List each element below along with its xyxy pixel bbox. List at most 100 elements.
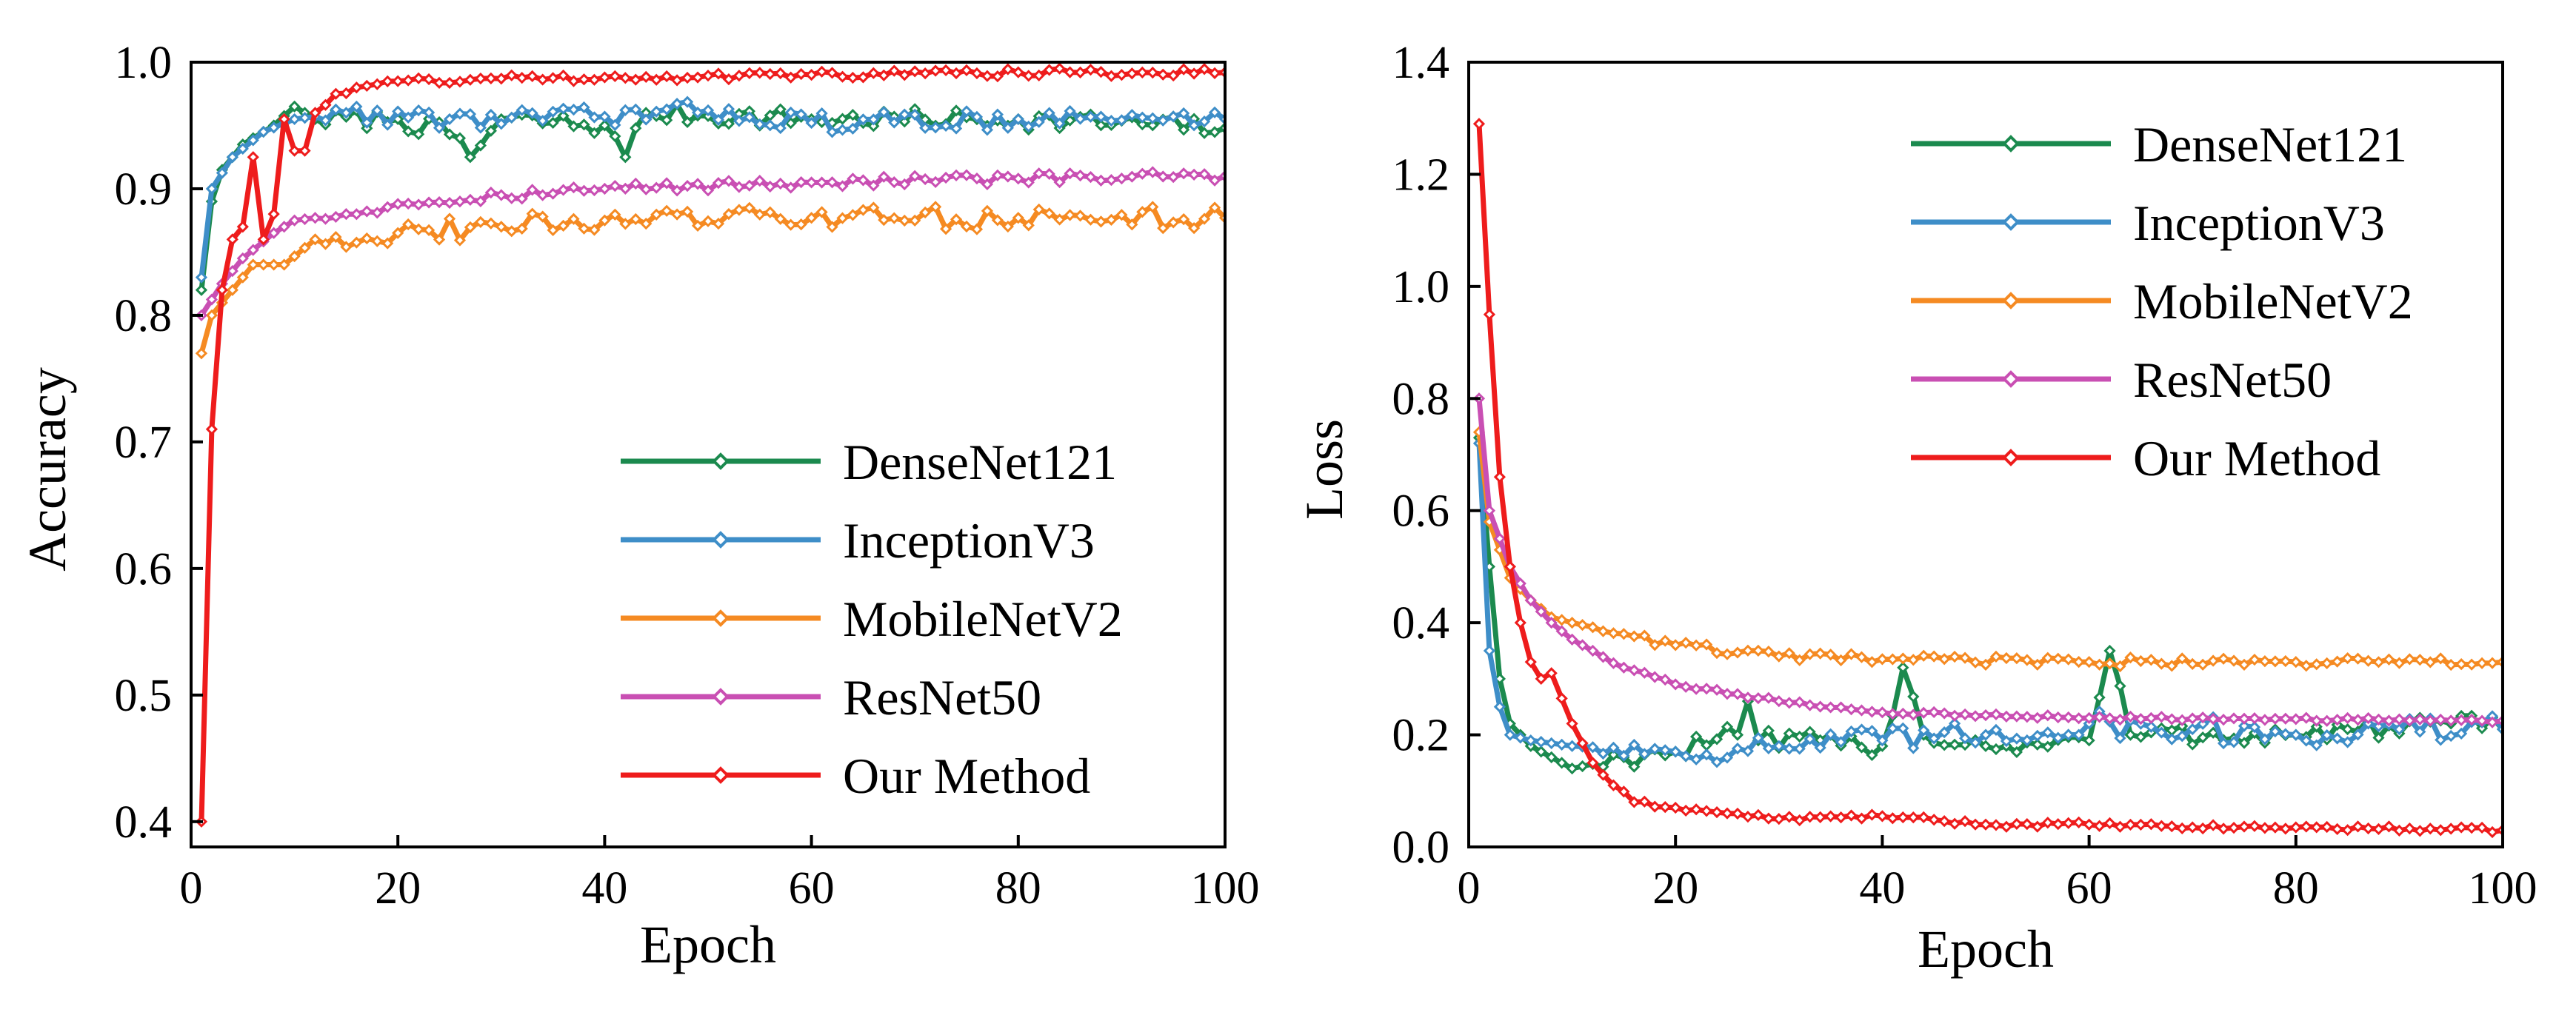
data-point-inceptionv3 xyxy=(1886,722,1899,734)
data-point-inceptionv3 xyxy=(578,101,590,114)
data-point-inceptionv3 xyxy=(2166,733,2178,746)
data-point-inceptionv3 xyxy=(857,113,870,126)
legend-marker-mobilenetv2 xyxy=(712,609,730,627)
loss-legend: DenseNet121 InceptionV3 MobileNetV2 ResNet5… xyxy=(1911,116,2413,486)
data-point-resnet50 xyxy=(1095,174,1107,187)
data-point-inceptionv3 xyxy=(1669,746,1682,758)
data-point-mobilenetv2 xyxy=(371,235,384,247)
x-tick-label: 20 xyxy=(375,863,421,914)
data-point-our-method xyxy=(2383,820,2395,833)
data-point-our-method xyxy=(288,144,301,157)
legend-item-densenet121: DenseNet121 xyxy=(1911,116,2407,172)
data-point-mobilenetv2 xyxy=(960,220,973,233)
x-tick-label: 60 xyxy=(2066,863,2112,914)
data-point-resnet50 xyxy=(2227,712,2240,725)
legend-label-resnet50: ResNet50 xyxy=(843,669,1041,726)
data-point-resnet50 xyxy=(1700,683,1713,695)
data-point-our-method xyxy=(1053,62,1066,75)
data-point-resnet50 xyxy=(1208,174,1221,187)
data-point-inceptionv3 xyxy=(950,122,963,135)
data-point-mobilenetv2 xyxy=(2114,660,2126,673)
series-mobilenetv2 xyxy=(1472,426,2503,673)
accuracy-legend: DenseNet121 InceptionV3 MobileNetV2 ResNet5… xyxy=(621,434,1123,804)
data-point-mobilenetv2 xyxy=(743,201,755,214)
legend-item-our-method: Our Method xyxy=(1911,430,2380,486)
data-point-inceptionv3 xyxy=(1721,751,1734,764)
data-point-mobilenetv2 xyxy=(1053,213,1066,226)
data-point-our-method xyxy=(867,67,880,79)
data-point-our-method xyxy=(2217,823,2230,835)
data-point-mobilenetv2 xyxy=(619,218,632,230)
data-point-resnet50 xyxy=(2269,712,2282,725)
data-point-mobilenetv2 xyxy=(1157,221,1169,235)
data-point-inceptionv3 xyxy=(609,118,621,131)
data-point-mobilenetv2 xyxy=(2445,658,2457,671)
data-point-our-method xyxy=(1618,785,1630,798)
data-point-resnet50 xyxy=(2475,714,2489,727)
data-point-resnet50 xyxy=(1897,707,1909,720)
data-point-inceptionv3 xyxy=(929,121,942,134)
data-point-mobilenetv2 xyxy=(298,241,311,254)
data-point-mobilenetv2 xyxy=(701,215,715,227)
data-point-our-method xyxy=(1198,63,1211,76)
data-point-resnet50 xyxy=(650,181,663,194)
data-point-inceptionv3 xyxy=(764,119,776,132)
data-point-mobilenetv2 xyxy=(2135,654,2147,668)
data-point-inceptionv3 xyxy=(1824,728,1837,740)
data-point-resnet50 xyxy=(278,221,290,233)
data-point-our-method xyxy=(1105,70,1118,82)
data-point-resnet50 xyxy=(1680,680,1692,693)
data-point-resnet50 xyxy=(2424,714,2437,727)
data-point-mobilenetv2 xyxy=(495,221,507,233)
data-point-inceptionv3 xyxy=(1147,112,1159,124)
data-point-densenet121 xyxy=(619,151,632,164)
data-point-our-method xyxy=(2403,822,2416,835)
data-point-mobilenetv2 xyxy=(257,258,270,271)
data-point-our-method xyxy=(267,208,280,221)
data-point-resnet50 xyxy=(815,176,828,189)
data-point-inceptionv3 xyxy=(970,110,984,123)
data-point-our-method xyxy=(1700,805,1713,817)
data-point-densenet121 xyxy=(681,115,694,128)
data-point-resnet50 xyxy=(1731,688,1744,700)
data-point-inceptionv3 xyxy=(1649,743,1661,755)
data-point-inceptionv3 xyxy=(1136,111,1149,124)
data-point-resnet50 xyxy=(867,179,880,192)
data-point-resnet50 xyxy=(330,210,342,224)
data-point-mobilenetv2 xyxy=(2435,652,2447,665)
data-point-mobilenetv2 xyxy=(1741,644,1755,657)
data-point-our-method xyxy=(712,67,725,80)
data-point-densenet121 xyxy=(1576,760,1589,773)
data-point-resnet50 xyxy=(2393,713,2406,726)
data-point-resnet50 xyxy=(1167,170,1180,184)
data-point-inceptionv3 xyxy=(1897,722,1909,734)
data-point-inceptionv3 xyxy=(2062,728,2075,741)
data-point-inceptionv3 xyxy=(1958,732,1972,745)
legend-marker-resnet50 xyxy=(712,688,730,706)
data-point-densenet121 xyxy=(1762,724,1775,737)
data-point-inceptionv3 xyxy=(2248,721,2261,734)
data-point-our-method xyxy=(2062,817,2075,829)
data-point-resnet50 xyxy=(1928,706,1941,719)
data-point-inceptionv3 xyxy=(226,151,238,164)
data-point-inceptionv3 xyxy=(815,107,828,120)
data-point-inceptionv3 xyxy=(1628,738,1641,751)
data-point-inceptionv3 xyxy=(661,103,673,115)
data-point-mobilenetv2 xyxy=(1064,209,1076,221)
loss-x-ticks: 0 20 40 60 80 100 xyxy=(1458,835,2537,914)
data-point-resnet50 xyxy=(1535,605,1547,618)
data-point-our-method xyxy=(2414,825,2426,837)
data-point-mobilenetv2 xyxy=(981,204,994,218)
data-point-resnet50 xyxy=(1721,688,1734,700)
data-point-resnet50 xyxy=(1178,167,1190,180)
data-point-resnet50 xyxy=(1147,166,1159,178)
data-point-our-method xyxy=(1638,795,1651,808)
data-point-inceptionv3 xyxy=(670,98,684,110)
data-point-densenet121 xyxy=(867,120,880,133)
data-point-inceptionv3 xyxy=(257,125,270,138)
legend-marker-our-method xyxy=(712,766,730,784)
data-point-densenet121 xyxy=(630,122,642,135)
data-point-inceptionv3 xyxy=(1115,114,1128,127)
data-point-resnet50 xyxy=(919,172,932,186)
